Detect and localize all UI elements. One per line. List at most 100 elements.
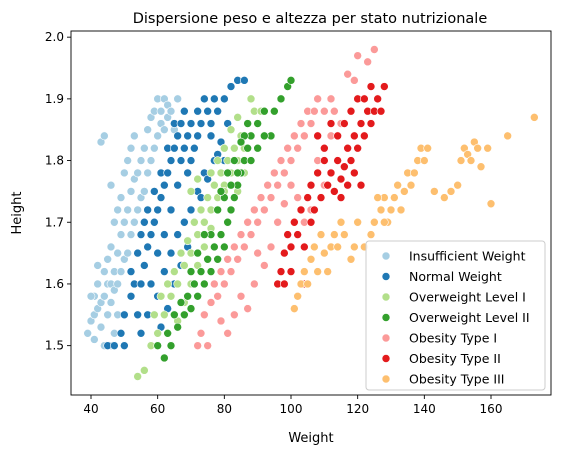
data-point (153, 131, 162, 141)
data-point (203, 341, 212, 350)
data-point (153, 329, 162, 338)
data-point (313, 131, 322, 141)
legend-marker (381, 251, 391, 261)
y-axis: 1.5 1.6 1.7 1.8 1.9 2.0 (45, 30, 71, 353)
data-point (123, 156, 132, 165)
x-tick-label: 120 (346, 402, 369, 416)
data-point (296, 205, 306, 215)
data-point (160, 125, 169, 135)
legend-marker (381, 354, 391, 363)
data-point (226, 205, 236, 215)
data-point (290, 131, 299, 141)
data-point (190, 217, 199, 227)
legend-box (365, 240, 546, 391)
data-point (380, 82, 389, 91)
data-point (253, 217, 262, 227)
data-point (136, 279, 146, 289)
data-point (320, 143, 329, 153)
data-point (100, 267, 109, 276)
data-point (266, 242, 276, 252)
y-tick-label: 1.6 (45, 277, 64, 291)
data-point (206, 267, 216, 276)
data-point (256, 193, 266, 202)
data-point (166, 248, 176, 258)
data-point (176, 119, 186, 128)
data-point (333, 156, 342, 165)
data-point (350, 76, 359, 85)
data-point (120, 217, 129, 227)
data-point (203, 254, 212, 264)
data-point (320, 156, 329, 165)
data-point (100, 131, 109, 141)
legend-marker (381, 333, 391, 343)
data-point (173, 131, 182, 141)
data-point (386, 205, 396, 215)
data-point (453, 180, 462, 190)
data-point (236, 291, 246, 301)
data-point (343, 143, 352, 153)
data-point (346, 254, 356, 264)
data-point (326, 168, 336, 178)
data-point (316, 193, 326, 202)
data-point (326, 119, 336, 128)
data-point (310, 106, 319, 116)
data-point (230, 143, 239, 153)
data-point (246, 230, 256, 239)
y-tick-label: 1.5 (45, 339, 64, 353)
data-point (376, 205, 386, 215)
data-point (176, 248, 186, 258)
data-point (213, 156, 222, 165)
data-point (183, 291, 192, 301)
data-point (153, 205, 162, 215)
data-point (366, 82, 376, 91)
data-point (343, 69, 352, 79)
data-point (193, 291, 202, 301)
data-point (313, 94, 322, 104)
y-axis-label: Height (10, 192, 25, 235)
data-point (186, 267, 196, 276)
data-point (136, 230, 146, 239)
data-point (163, 279, 172, 289)
data-point (276, 267, 286, 276)
data-point (126, 267, 136, 276)
data-point (293, 193, 302, 202)
data-point (300, 242, 309, 252)
data-point (150, 310, 159, 320)
data-point (126, 230, 136, 239)
data-point (226, 267, 236, 276)
data-point (113, 279, 122, 289)
legend-label: Insufficient Weight (409, 249, 526, 264)
data-point (226, 82, 236, 91)
data-point (466, 156, 476, 165)
data-point (116, 230, 126, 239)
data-point (230, 310, 239, 320)
data-point (243, 217, 252, 227)
data-point (173, 230, 182, 239)
data-point (153, 248, 162, 258)
data-point (270, 168, 279, 178)
data-point (110, 341, 119, 350)
data-point (240, 242, 249, 252)
data-point (140, 143, 149, 153)
data-point (160, 230, 169, 239)
data-point (160, 267, 169, 276)
data-point (370, 45, 379, 54)
data-point (210, 180, 219, 190)
data-point (200, 217, 209, 227)
data-point (180, 261, 189, 270)
x-tick-label: 80 (217, 402, 232, 416)
data-point (186, 119, 196, 128)
data-point (220, 143, 229, 153)
data-point (140, 217, 149, 227)
data-point (213, 254, 222, 264)
data-point (263, 180, 272, 190)
data-point (293, 143, 302, 153)
data-point (280, 248, 289, 258)
data-point (183, 168, 192, 178)
data-point (483, 143, 492, 153)
data-point (326, 94, 336, 104)
data-point (476, 162, 486, 172)
points-layer (83, 45, 539, 381)
data-point (330, 187, 339, 196)
